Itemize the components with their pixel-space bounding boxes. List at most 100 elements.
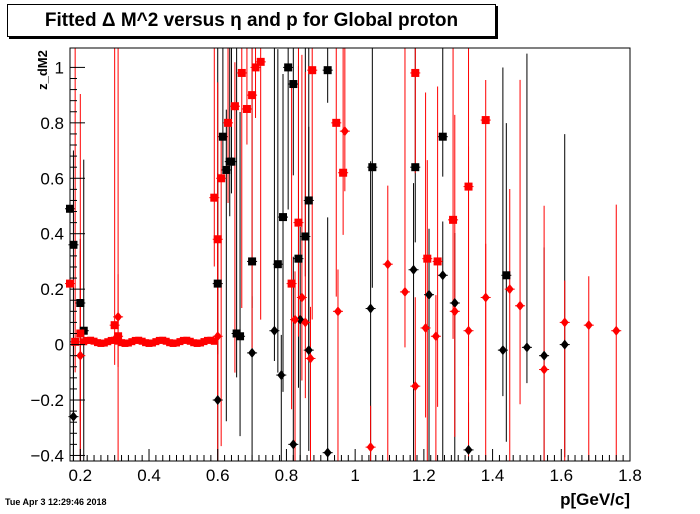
data-point — [289, 80, 298, 89]
x-tick-label: 1.6 — [549, 466, 573, 485]
data-point — [71, 337, 80, 346]
data-point — [433, 257, 442, 266]
data-point — [248, 257, 257, 266]
y-tick-label: 0.6 — [40, 169, 64, 188]
data-point — [114, 311, 123, 322]
data-point — [438, 132, 447, 141]
data-point — [560, 317, 569, 328]
data-point — [323, 66, 332, 75]
plot-frame — [69, 47, 631, 462]
data-point — [505, 284, 514, 295]
y-tick-label: 0.8 — [40, 114, 64, 133]
data-point — [464, 182, 473, 191]
y-tick-label: −0.2 — [30, 391, 64, 410]
data-point — [411, 68, 420, 77]
x-tick-label: 0.6 — [206, 466, 230, 485]
data-point — [423, 254, 432, 263]
x-tick-label: 0.2 — [68, 466, 92, 485]
data-point — [66, 279, 74, 288]
data-point — [237, 68, 246, 77]
data-point — [297, 292, 306, 303]
data-point — [540, 350, 549, 361]
data-point — [76, 329, 85, 338]
data-point — [339, 168, 348, 177]
data-point — [464, 325, 473, 336]
data-point — [366, 303, 375, 314]
data-point — [516, 300, 525, 311]
data-point — [584, 320, 593, 331]
data-point — [481, 292, 490, 303]
data-point — [227, 157, 236, 166]
data-point — [464, 444, 473, 455]
data-point — [224, 118, 233, 127]
data-point — [301, 317, 310, 328]
data-point — [248, 91, 257, 100]
data-point — [306, 353, 315, 364]
data-point — [421, 322, 430, 333]
band-marker — [210, 337, 218, 345]
data-point — [273, 260, 282, 269]
data-point — [114, 332, 123, 341]
data-point — [612, 325, 621, 336]
x-tick-label: 0.8 — [275, 466, 299, 485]
data-point — [287, 279, 296, 288]
data-point — [66, 204, 74, 213]
data-point — [213, 395, 222, 406]
data-point — [213, 279, 222, 288]
x-tick-label: 1.2 — [412, 466, 436, 485]
data-point — [560, 339, 569, 350]
chart-title: Fitted Δ M^2 versus η and p for Global p… — [44, 10, 459, 31]
y-tick-label: 0 — [55, 336, 64, 355]
data-point — [431, 331, 440, 342]
data-point — [76, 350, 85, 361]
x-tick-label: 1 — [350, 466, 359, 485]
data-point — [498, 345, 507, 356]
data-point — [248, 347, 257, 358]
data-point — [540, 364, 549, 375]
data-point — [400, 286, 409, 297]
data-point — [502, 271, 511, 280]
chart-title-box: Fitted Δ M^2 versus η and p for Global p… — [7, 4, 496, 37]
y-axis-title: z_dM2 — [35, 50, 50, 90]
x-tick-label: 1.8 — [618, 466, 642, 485]
data-point — [294, 254, 303, 263]
data-point — [256, 57, 265, 66]
data-point — [323, 447, 332, 458]
data-point — [242, 104, 251, 113]
data-point — [333, 306, 342, 317]
data-point — [308, 66, 317, 75]
data-point — [366, 442, 375, 453]
data-point — [289, 439, 298, 450]
data-point — [217, 174, 226, 183]
data-point — [279, 213, 288, 222]
data-point — [277, 370, 286, 381]
data-point — [236, 332, 245, 341]
data-point — [222, 165, 231, 174]
data-point — [383, 259, 392, 270]
data-point — [230, 102, 239, 111]
data-point — [450, 306, 459, 317]
data-point — [340, 126, 349, 137]
y-tick-label: 1 — [55, 58, 64, 77]
data-point — [411, 381, 420, 392]
data-point — [213, 331, 222, 342]
data-point — [284, 63, 293, 72]
data-point — [291, 314, 300, 325]
data-point — [368, 163, 377, 172]
data-point — [218, 132, 227, 141]
data-point — [69, 411, 78, 422]
data-point — [425, 289, 434, 300]
data-point — [304, 345, 313, 356]
data-point — [449, 215, 458, 224]
data-point — [522, 342, 531, 353]
data-point — [438, 270, 447, 281]
data-point — [294, 218, 303, 227]
data-point — [270, 325, 279, 336]
y-tick-label: −0.4 — [30, 446, 64, 465]
x-axis-title: p[GeV/c] — [560, 490, 630, 509]
x-tick-label: 1.4 — [481, 466, 505, 485]
data-point — [251, 63, 260, 72]
data-point — [450, 298, 459, 309]
y-tick-label: 0.2 — [40, 280, 64, 299]
